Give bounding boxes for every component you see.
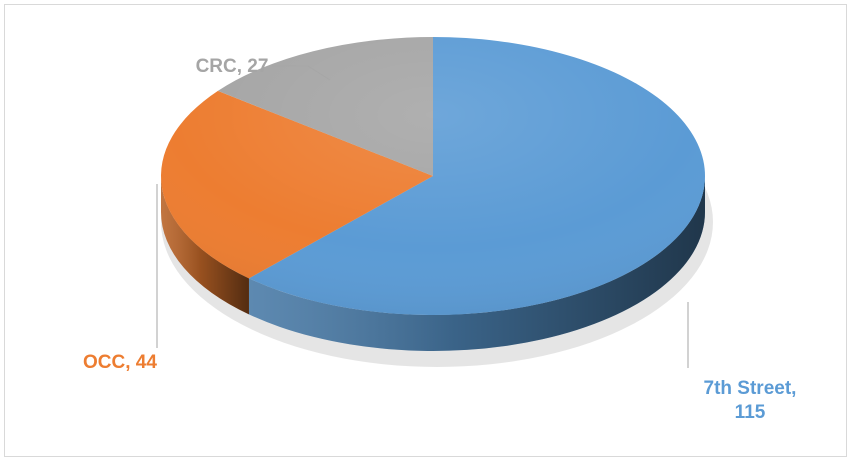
pie-top-highlight <box>161 37 705 315</box>
data-label-crc: CRC, 27 <box>196 56 269 77</box>
data-label-7th-street: 7th Street, 115 <box>704 378 797 423</box>
leader-line-crc <box>307 65 331 81</box>
pie-side-shade-7th-street <box>248 176 705 351</box>
data-label-line: 7th Street, <box>704 378 797 399</box>
data-label-line: 115 <box>735 402 766 423</box>
data-label-occ: OCC, 44 <box>83 352 157 373</box>
data-label-line: OCC, 44 <box>83 352 157 373</box>
pie-side-shade-occ <box>161 176 249 315</box>
data-label-line: CRC, 27 <box>196 56 269 77</box>
